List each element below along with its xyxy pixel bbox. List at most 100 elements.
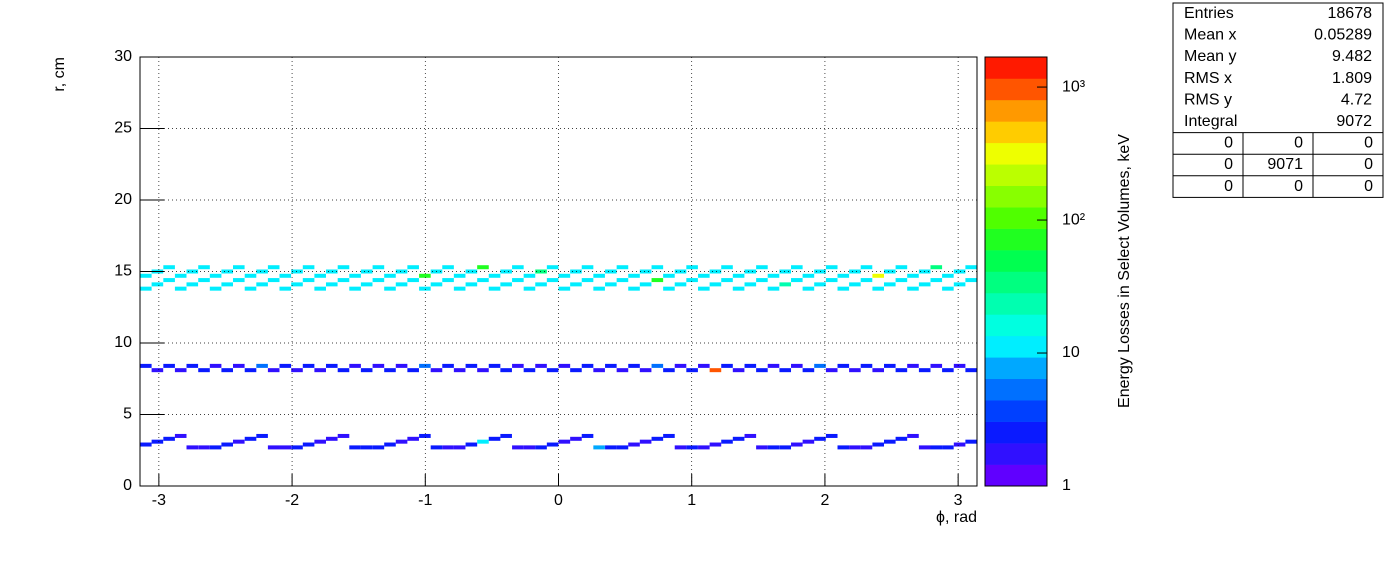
- y-tick-label: 25: [114, 120, 132, 137]
- cell: [163, 436, 175, 441]
- cell: [593, 445, 605, 450]
- cell: [500, 269, 512, 274]
- cell: [663, 286, 675, 291]
- cell: [198, 445, 210, 450]
- cell: [512, 445, 524, 450]
- cell: [407, 278, 419, 283]
- cell: [314, 286, 326, 291]
- cell: [465, 442, 478, 447]
- cell: [698, 286, 710, 291]
- cell: [325, 436, 338, 441]
- cell: [395, 282, 408, 287]
- y-tick-label: 20: [114, 191, 132, 208]
- cell: [791, 442, 803, 447]
- cell: [232, 439, 245, 444]
- cell: [151, 368, 164, 373]
- cell: [477, 439, 489, 444]
- cell: [953, 282, 966, 287]
- cell: [349, 363, 361, 368]
- cell: [965, 265, 977, 270]
- cell: [337, 368, 350, 373]
- cell: [779, 368, 792, 373]
- cell: [453, 273, 466, 278]
- cell: [512, 278, 524, 283]
- cell: [837, 273, 850, 278]
- cell: [221, 282, 233, 287]
- cell: [291, 445, 303, 450]
- cell: [140, 273, 152, 278]
- cell: [756, 265, 768, 270]
- cell: [500, 433, 512, 438]
- cell: [791, 363, 803, 368]
- cell: [453, 286, 466, 291]
- cell: [872, 442, 885, 447]
- y-tick-label: 0: [123, 477, 132, 494]
- color-band: [985, 357, 1047, 380]
- cell: [151, 439, 164, 444]
- cell: [360, 269, 373, 274]
- cell: [232, 265, 245, 270]
- cell: [570, 436, 582, 441]
- cell: [360, 282, 373, 287]
- cell: [221, 368, 233, 373]
- cell: [174, 286, 187, 291]
- cell: [872, 286, 885, 291]
- cell: [639, 269, 652, 274]
- stats-cell: 0: [1364, 135, 1373, 152]
- cell: [407, 368, 419, 373]
- color-bar-frame: [984, 56, 1048, 487]
- cell: [291, 269, 303, 274]
- cell: [953, 363, 966, 368]
- cell: [546, 442, 559, 447]
- cell: [767, 286, 780, 291]
- cell: [884, 439, 896, 444]
- cell: [884, 363, 896, 368]
- cell: [767, 445, 780, 450]
- stats-cell: 0: [1224, 156, 1233, 173]
- cell: [802, 439, 815, 444]
- cell: [837, 445, 850, 450]
- y-axis-title: r, cm: [51, 57, 68, 92]
- cell: [721, 363, 733, 368]
- cell: [930, 278, 943, 283]
- cell: [558, 439, 571, 444]
- cell: [256, 433, 268, 438]
- cell: [151, 282, 164, 287]
- cell: [802, 273, 815, 278]
- cell: [709, 368, 722, 373]
- cell: [523, 273, 536, 278]
- cell: [570, 282, 582, 287]
- cell: [744, 363, 757, 368]
- cell: [488, 363, 501, 368]
- cell: [337, 278, 350, 283]
- cell: [221, 269, 233, 274]
- cell: [651, 265, 664, 270]
- cell: [628, 363, 640, 368]
- cell: [767, 363, 780, 368]
- cell: [244, 368, 257, 373]
- cell: [663, 273, 675, 278]
- cell: [279, 363, 292, 368]
- cell: [325, 282, 338, 287]
- cell: [500, 368, 512, 373]
- cell: [581, 363, 594, 368]
- cell: [570, 269, 582, 274]
- cell: [232, 278, 245, 283]
- cell: [581, 278, 594, 283]
- cell: [849, 445, 861, 450]
- cell: [442, 445, 454, 450]
- cell: [721, 265, 733, 270]
- cell: [639, 368, 652, 373]
- cell: [419, 273, 431, 278]
- z-tick-label: 1: [1062, 477, 1071, 494]
- x-tick-label: 2: [820, 492, 829, 509]
- cell: [488, 286, 501, 291]
- cell: [349, 445, 361, 450]
- cell: [651, 363, 664, 368]
- cell: [930, 445, 943, 450]
- cell: [209, 363, 222, 368]
- cell: [535, 363, 547, 368]
- cell: [267, 368, 280, 373]
- cell: [686, 278, 698, 283]
- cell: [895, 278, 908, 283]
